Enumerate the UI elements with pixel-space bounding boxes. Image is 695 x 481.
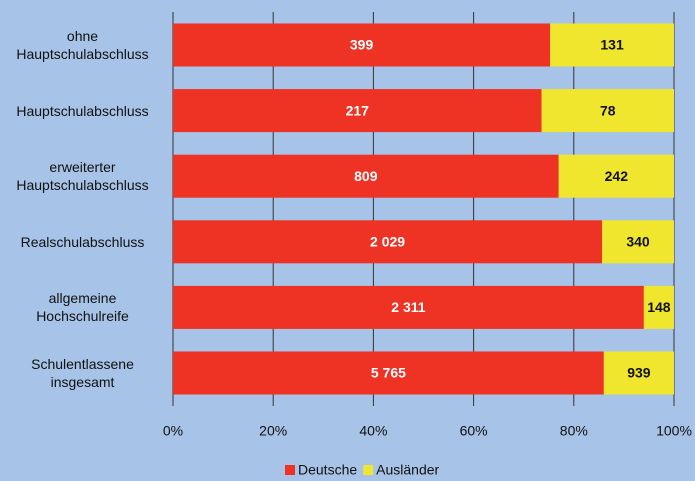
x-tick-label: 0% [163,423,183,439]
y-tick-label: ohne Hauptschulabschluss [16,28,149,62]
data-label: 5 765 [371,365,406,381]
legend-label: Ausländer [376,462,439,478]
bar-segment [173,285,644,329]
bar-segment [643,285,674,329]
legend-swatch [363,465,374,475]
y-tick-label: erweiterter Hauptschulabschluss [16,159,149,194]
bar-segment [173,89,542,133]
data-label: 131 [600,37,624,53]
x-tick-label: 60% [460,423,488,439]
data-label: 340 [626,234,650,250]
bar-segment [603,351,674,395]
bar-segment [173,23,551,67]
bar-segment [173,351,604,395]
y-tick-label: Realschulabschluss [20,233,145,250]
y-tick-label: allgemeine Hochschulreife [36,290,129,325]
legend-swatch [285,465,295,475]
y-tick-label: Hauptschulabschluss [16,102,149,119]
data-label: 217 [346,102,370,118]
bar-segment [558,154,674,198]
data-label: 2 311 [391,299,425,315]
x-tick-label: 20% [259,423,287,439]
y-tick-label: Schulentlassene insgesamt [31,356,134,390]
data-label: 2 029 [370,234,405,250]
data-label: 148 [647,299,671,315]
bar-segment [173,220,603,264]
bar-segment [550,23,674,67]
data-label: 809 [354,168,378,184]
data-label: 399 [350,37,374,53]
bar-segment [173,154,559,198]
x-tick-label: 100% [656,423,692,439]
data-label: 78 [600,102,616,118]
bar-segment [541,89,674,133]
x-tick-label: 80% [560,423,588,439]
data-label: 939 [627,365,651,381]
legend-label: Deutsche [298,462,357,478]
data-label: 242 [605,168,629,184]
x-tick-label: 40% [359,423,387,439]
bar-segment [602,220,674,264]
